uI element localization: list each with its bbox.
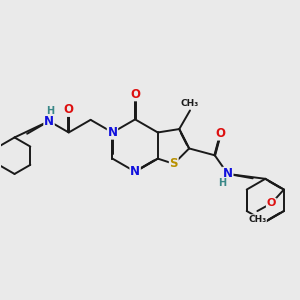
Text: N: N [44,115,54,128]
Text: N: N [107,126,118,139]
Text: O: O [130,88,140,100]
Text: O: O [216,127,226,140]
Text: H: H [218,178,226,188]
Text: CH₃: CH₃ [248,214,266,224]
Text: H: H [46,106,55,116]
Text: CH₃: CH₃ [181,99,199,108]
Text: O: O [64,103,74,116]
Text: O: O [267,199,276,208]
Text: N: N [130,165,140,178]
Text: N: N [223,167,233,180]
Text: S: S [169,157,178,170]
